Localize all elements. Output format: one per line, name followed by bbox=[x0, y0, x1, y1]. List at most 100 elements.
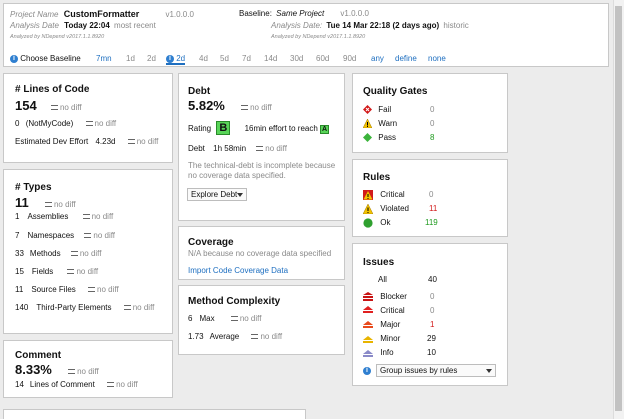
baseline-note: historic bbox=[443, 21, 469, 30]
coverage-note: N/A because no coverage data specified bbox=[188, 249, 332, 258]
issue-row-major[interactable]: Major 1 bbox=[363, 320, 503, 329]
equal-icon bbox=[82, 214, 90, 220]
fail-icon bbox=[363, 105, 372, 115]
violated-icon bbox=[362, 203, 374, 215]
equal-icon bbox=[88, 287, 96, 293]
types-row[interactable]: 1 Assemblies no diff bbox=[15, 212, 114, 221]
comment-value: 8.33% bbox=[15, 362, 52, 377]
analysis-date: Today 22:04 bbox=[64, 21, 110, 30]
project-row: Project Name CustomFormatter v1.0.0.0 bbox=[10, 9, 194, 19]
baseline-option-7mn[interactable]: 7mn bbox=[96, 54, 112, 63]
explore-debt-dropdown[interactable]: Explore Debt bbox=[187, 188, 247, 201]
equal-icon bbox=[256, 146, 264, 152]
baseline-option-60d[interactable]: 60d bbox=[316, 54, 330, 63]
issue-row-info[interactable]: Info 10 bbox=[363, 348, 503, 358]
types-row[interactable]: 140 Third-Party Elements no diff bbox=[15, 303, 155, 312]
issue-row-critical[interactable]: Critical 0 bbox=[363, 306, 503, 315]
rating-row[interactable]: Rating B 16min effort to reach A bbox=[188, 121, 330, 135]
quality-gates-panel[interactable]: Quality Gates Fail 0 Warn 0 Pass 8 bbox=[352, 73, 508, 153]
equal-icon bbox=[68, 369, 76, 375]
rules-panel[interactable]: Rules Critical 0 Violated 11 Ok 119 bbox=[352, 159, 508, 237]
complexity-avg-row[interactable]: 1.73 Average no diff bbox=[188, 332, 283, 341]
import-coverage-link[interactable]: Import Code Coverage Data bbox=[188, 266, 289, 275]
rule-row-violated[interactable]: Violated 11 bbox=[362, 203, 503, 215]
dev-effort-row[interactable]: Estimated Dev Effort 4.23d no diff bbox=[15, 137, 159, 146]
partial-panel bbox=[3, 409, 306, 419]
rules-title: Rules bbox=[363, 172, 391, 183]
equal-icon bbox=[85, 121, 93, 127]
issue-row-minor[interactable]: Minor 29 bbox=[363, 334, 503, 344]
types-row[interactable]: 7 Namespaces no diff bbox=[15, 231, 116, 240]
baseline-option-5d[interactable]: 5d bbox=[220, 54, 229, 63]
blocker-icon bbox=[363, 292, 373, 302]
equal-icon bbox=[123, 305, 131, 311]
baseline-option-define[interactable]: define bbox=[395, 54, 417, 63]
baseline-option-4d[interactable]: 4d bbox=[199, 54, 208, 63]
rule-row-ok[interactable]: Ok 119 bbox=[363, 218, 503, 228]
debt-amount-row[interactable]: Debt 1h 58min no diff bbox=[188, 144, 287, 153]
baseline-option-7d[interactable]: 7d bbox=[242, 54, 251, 63]
analyzed-by: Analyzed by NDepend v2017.1.1.8920 bbox=[10, 34, 105, 40]
scrollbar-thumb[interactable] bbox=[615, 6, 622, 411]
critical-rule-icon bbox=[363, 190, 373, 200]
types-panel[interactable]: # Types 11 no diff 1 Assemblies no diff 7… bbox=[3, 169, 173, 334]
info-icon: i bbox=[10, 54, 18, 63]
comment-lines-row[interactable]: 14 Lines of Comment no diff bbox=[15, 380, 138, 389]
baseline-option-any[interactable]: any bbox=[371, 54, 384, 63]
types-row[interactable]: 15 Fields no diff bbox=[15, 267, 99, 276]
project-label: Project Name bbox=[10, 10, 59, 19]
pass-icon bbox=[363, 133, 372, 143]
gate-row-pass[interactable]: Pass 8 bbox=[363, 133, 503, 143]
baseline-row: Baseline: Same Project v1.0.0.0 bbox=[239, 9, 369, 18]
equal-icon bbox=[70, 251, 78, 257]
minor-icon bbox=[363, 336, 373, 344]
baseline-analysis-row: Analysis Date: Tue 14 Mar 22:18 (2 days … bbox=[271, 21, 469, 30]
equal-icon bbox=[127, 139, 135, 145]
project-version: v1.0.0.0 bbox=[165, 10, 194, 19]
quality-gates-title: Quality Gates bbox=[363, 86, 428, 97]
header-panel: Project Name CustomFormatter v1.0.0.0 An… bbox=[3, 3, 609, 67]
types-row[interactable]: 33 Methods no diff bbox=[15, 249, 102, 258]
method-complexity-panel[interactable]: Method Complexity 6 Max no diff 1.73 Avera… bbox=[178, 285, 345, 355]
lines-of-code-panel[interactable]: # Lines of Code 154 no diff 0 (NotMyCode… bbox=[3, 73, 173, 163]
equal-icon bbox=[84, 233, 92, 239]
debt-note: The technical-debt is incomplete because… bbox=[188, 161, 336, 180]
complexity-max-row[interactable]: 6 Max no diff bbox=[188, 314, 262, 323]
comment-panel[interactable]: Comment 8.33% no diff 14 Lines of Comment… bbox=[3, 340, 173, 398]
info-icon: i bbox=[363, 366, 371, 375]
choose-baseline-button[interactable]: i Choose Baseline bbox=[10, 54, 81, 63]
equal-icon bbox=[50, 105, 58, 111]
gate-row-warn[interactable]: Warn 0 bbox=[362, 118, 503, 129]
selected-info-icon: i bbox=[166, 54, 174, 63]
issues-title: Issues bbox=[363, 257, 395, 268]
types-row[interactable]: 11 Source Files no diff bbox=[15, 285, 119, 294]
issues-panel[interactable]: Issues All 40 Blocker 0 Critical 0 Major… bbox=[352, 243, 508, 386]
debt-panel[interactable]: Debt 5.82% no diff Rating B 16min effort… bbox=[178, 73, 345, 221]
major-icon bbox=[363, 321, 373, 329]
baseline-option-14d[interactable]: 14d bbox=[264, 54, 278, 63]
baseline-version: v1.0.0.0 bbox=[340, 9, 369, 18]
issues-all-row[interactable]: All 40 bbox=[378, 275, 437, 284]
analysis-row: Analysis Date Today 22:04 most recent bbox=[10, 21, 156, 30]
equal-icon bbox=[230, 316, 238, 322]
baseline-option-none[interactable]: none bbox=[428, 54, 446, 63]
debt-value: 5.82% bbox=[188, 98, 225, 113]
equal-icon bbox=[107, 382, 115, 388]
baseline-option-2d[interactable]: 2d bbox=[147, 54, 156, 63]
gate-row-fail[interactable]: Fail 0 bbox=[363, 105, 503, 115]
issue-row-blocker[interactable]: Blocker 0 bbox=[363, 292, 503, 302]
baseline-option-30d[interactable]: 30d bbox=[290, 54, 304, 63]
baseline-option-90d[interactable]: 90d bbox=[343, 54, 357, 63]
loc-title: # Lines of Code bbox=[15, 84, 90, 95]
chevron-down-icon bbox=[486, 369, 492, 373]
loc-value: 154 bbox=[15, 98, 37, 113]
equal-icon bbox=[241, 105, 249, 111]
types-title: # Types bbox=[15, 182, 52, 193]
notmycode-row[interactable]: 0 (NotMyCode) no diff bbox=[15, 119, 117, 128]
warn-icon bbox=[362, 118, 373, 129]
group-issues-dropdown[interactable]: Group issues by rules bbox=[376, 364, 496, 377]
baseline-option-selected[interactable]: i 2d bbox=[166, 54, 186, 65]
coverage-panel[interactable]: Coverage N/A because no coverage data sp… bbox=[178, 226, 345, 280]
baseline-option-1d[interactable]: 1d bbox=[126, 54, 135, 63]
rule-row-critical[interactable]: Critical 0 bbox=[363, 190, 503, 200]
